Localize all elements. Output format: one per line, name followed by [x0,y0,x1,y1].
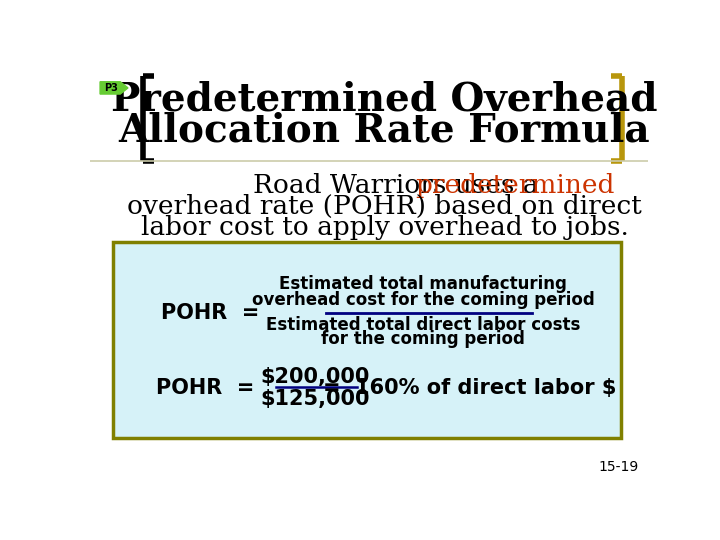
Text: POHR  =: POHR = [161,303,259,323]
Text: for the coming period: for the coming period [321,330,525,348]
FancyArrow shape [100,82,128,94]
Text: labor cost to apply overhead to jobs.: labor cost to apply overhead to jobs. [140,215,629,240]
Text: $200,000: $200,000 [260,367,369,387]
Text: Allocation Rate Formula: Allocation Rate Formula [119,111,650,149]
Text: predetermined: predetermined [415,173,615,198]
FancyBboxPatch shape [113,242,621,438]
Text: 15-19: 15-19 [598,461,639,475]
Text: overhead cost for the coming period: overhead cost for the coming period [252,292,595,309]
Text: overhead rate (POHR) based on direct: overhead rate (POHR) based on direct [127,194,642,219]
Text: Estimated total direct labor costs: Estimated total direct labor costs [266,316,580,334]
Text: $125,000: $125,000 [260,389,369,409]
Text: Estimated total manufacturing: Estimated total manufacturing [279,275,567,293]
Text: POHR  =: POHR = [156,378,254,398]
Text: =  160% of direct labor $: = 160% of direct labor $ [323,378,616,398]
Text: Predetermined Overhead: Predetermined Overhead [112,80,658,118]
Text: P3: P3 [104,83,118,93]
Text: Road Warriors uses a: Road Warriors uses a [253,173,546,198]
